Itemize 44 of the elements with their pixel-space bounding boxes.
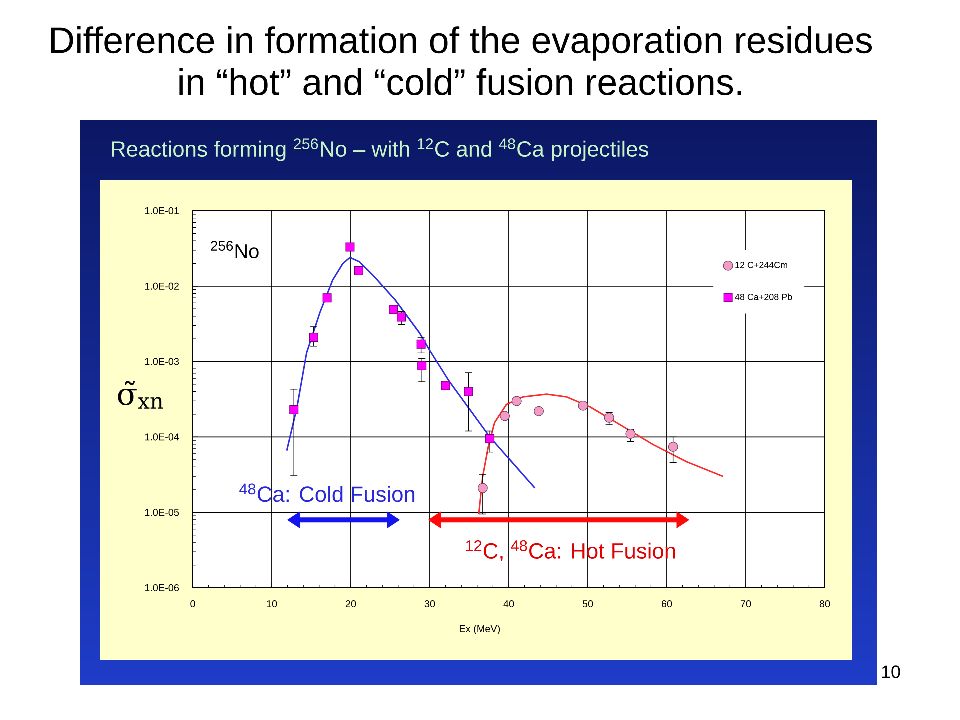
y-tick-label: 1.0E-01 (145, 207, 180, 215)
point (290, 405, 299, 414)
point (604, 412, 614, 423)
point (322, 294, 332, 303)
line-series (478, 394, 724, 516)
point (416, 340, 426, 349)
point (389, 305, 398, 314)
point (668, 442, 678, 452)
x-tick-label: 80 (820, 600, 830, 608)
y-axis-title: σ̃$_{xn}$ (118, 381, 164, 409)
point (500, 411, 510, 422)
point (441, 381, 450, 390)
point (512, 396, 522, 406)
point (397, 312, 406, 322)
y-tick-label: 1.0E-05 (145, 509, 180, 516)
x-tick-label: 20 (346, 600, 356, 608)
point (578, 400, 588, 411)
annotation: $^{256}$No (211, 241, 259, 259)
y-tick-label: 1.0E-06 (145, 584, 180, 592)
y-tick-label: 1.0E-04 (145, 434, 180, 441)
x-tick-label: 0 (190, 600, 196, 608)
point (534, 406, 544, 416)
point (478, 483, 488, 494)
x-tick-label: 40 (504, 600, 514, 608)
text: 10 (882, 666, 900, 678)
y-tick-label: 1.0E-02 (145, 282, 179, 290)
legend-label: 48 Ca+208 Pb (735, 294, 792, 300)
point (354, 266, 364, 276)
point (418, 361, 427, 370)
x-tick-label: 10 (267, 600, 278, 608)
chart-subtitle: Reactions forming $^{256}$No – with $^{12}$C and $^{48}$Ca projectiles (112, 138, 648, 162)
y-tick-label: 1.0E-03 (145, 358, 180, 366)
x-axis-title: Ex (MeV) (460, 625, 500, 634)
point (626, 429, 636, 440)
x-tick-label: 50 (582, 600, 594, 608)
point (346, 242, 355, 252)
point (464, 387, 474, 396)
x-tick-label: 30 (424, 600, 436, 608)
x-tick-label: 70 (740, 600, 752, 608)
point (486, 434, 495, 444)
x-tick-label: 60 (662, 600, 672, 608)
point (309, 332, 318, 342)
chart-title: Difference in formation of the evaporation residues in “hot” and “cold” fusion reactions. (51, 26, 872, 96)
legend-label: 12 C+244Cm (736, 262, 788, 268)
